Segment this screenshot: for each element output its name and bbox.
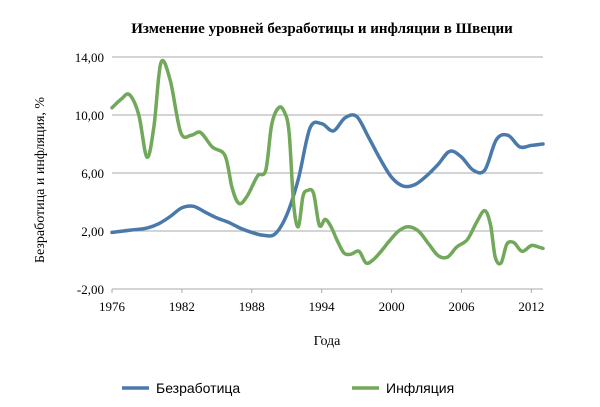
x-tick-label: 2012: [518, 299, 544, 314]
series-line-unemployment: [110, 113, 545, 238]
x-axis: 1976 1982 1988 1994 2000 2006 2012: [99, 289, 544, 314]
y-tick-label: 14,00: [75, 50, 104, 65]
x-tick-label: 1988: [239, 299, 265, 314]
y-tick-label: 10,00: [75, 108, 104, 123]
y-axis-label: Безработица и инфляция, %: [33, 97, 48, 263]
y-tick-label: 2,00: [81, 224, 104, 239]
legend-label: Безработица: [156, 380, 240, 396]
y-tick-label: -2,00: [77, 282, 104, 297]
x-axis-label: Года: [314, 334, 342, 349]
legend-label: Инфляция: [386, 380, 454, 396]
y-tick-label: 6,00: [81, 166, 104, 181]
x-tick-label: 2000: [379, 299, 405, 314]
series-lines: [110, 58, 545, 266]
x-tick-label: 1976: [99, 299, 126, 314]
x-tick-label: 1982: [169, 299, 195, 314]
chart-title: Изменение уровней безработицы и инфляции…: [131, 21, 513, 37]
y-axis: -2,00 2,00 6,00 10,00 14,00: [75, 50, 104, 297]
x-tick-label: 2006: [448, 299, 475, 314]
legend: Безработица Инфляция: [122, 380, 454, 396]
series-line-inflation: [110, 58, 545, 266]
x-tick-label: 1994: [309, 299, 336, 314]
